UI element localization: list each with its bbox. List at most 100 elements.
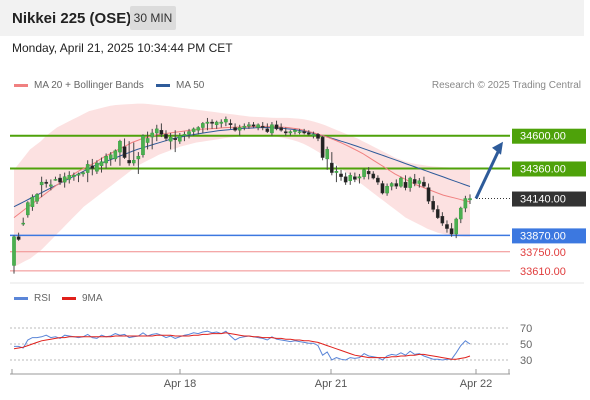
forecast-arrow-head xyxy=(492,141,503,155)
candle-body xyxy=(219,121,224,124)
candle-body xyxy=(458,207,463,220)
ma50-swatch xyxy=(156,83,170,87)
price-tag-34600: 34600.00 xyxy=(520,131,566,143)
candle-body xyxy=(58,177,62,183)
candle-body xyxy=(403,181,408,188)
price-tag-bg-34600 xyxy=(512,128,586,144)
x-tick-label-1: Apr 21 xyxy=(315,378,347,390)
candle-body xyxy=(12,236,16,266)
candle-body xyxy=(228,123,233,125)
candle-body xyxy=(247,124,251,127)
candle-body xyxy=(164,134,168,139)
candle-body xyxy=(362,169,366,177)
candle-body xyxy=(26,202,30,216)
candle-body xyxy=(196,127,201,131)
price-tag-bg-34140 xyxy=(512,191,586,207)
candle-body xyxy=(39,181,44,186)
candle-body xyxy=(53,179,58,181)
candle-body xyxy=(159,130,164,135)
x-tick-label-0: Apr 18 xyxy=(164,378,196,390)
candle-body xyxy=(334,171,339,173)
candle-body xyxy=(141,135,145,156)
instrument-title: Nikkei 225 (OSE) xyxy=(12,10,132,27)
candle-body xyxy=(90,165,95,169)
price-tag-bg-34360 xyxy=(512,161,586,177)
candle-body xyxy=(108,154,113,160)
legend-ma20: MA 20 + Bollinger Bands xyxy=(14,80,144,91)
candle-body xyxy=(136,155,141,160)
candle-body xyxy=(251,124,256,127)
legend-ma50: MA 50 xyxy=(156,80,204,91)
candle-body xyxy=(173,138,178,140)
candle-body xyxy=(104,155,108,164)
candle-body xyxy=(72,175,76,177)
rsi-series-9ma xyxy=(13,332,471,360)
candle-body xyxy=(256,124,260,128)
candle-body xyxy=(380,183,385,194)
candle-body xyxy=(233,127,237,131)
candle-body xyxy=(371,173,376,179)
candle-body xyxy=(210,121,214,124)
candle-body xyxy=(131,160,136,164)
rsi-pane: 70 50 30 xyxy=(10,323,532,367)
candle-body xyxy=(21,222,26,225)
rsi-tick-30: 30 xyxy=(520,355,532,367)
candle-body xyxy=(191,128,196,132)
ma9-label: 9MA xyxy=(82,293,103,304)
candle-body xyxy=(366,171,371,175)
candle-body xyxy=(95,162,99,172)
ma50-line xyxy=(13,126,471,208)
candle-body xyxy=(316,134,320,139)
candle-body xyxy=(463,198,468,209)
candle-body xyxy=(468,198,472,201)
candle-body xyxy=(224,119,228,123)
candle-body xyxy=(440,216,445,224)
candle-body xyxy=(288,131,293,134)
candle-body xyxy=(389,183,394,187)
candle-body xyxy=(49,184,53,187)
ma50-label: MA 50 xyxy=(176,80,205,91)
candle-body xyxy=(178,135,182,142)
candle-body xyxy=(85,164,90,173)
header-bar: Nikkei 225 (OSE) 30 MIN xyxy=(0,0,584,36)
candle-body xyxy=(435,209,440,218)
candle-body xyxy=(30,196,35,207)
candle-body xyxy=(260,125,265,128)
candles xyxy=(12,116,472,274)
ma20-line xyxy=(13,125,471,218)
candle-body xyxy=(237,127,242,131)
candle-body xyxy=(445,224,449,229)
interval-button[interactable]: 30 MIN xyxy=(130,6,176,30)
candle-body xyxy=(306,132,311,135)
rsi-tick-70: 70 xyxy=(520,323,532,335)
rsi-swatch xyxy=(14,296,28,300)
x-axis: Apr 18 Apr 21 Apr 22 xyxy=(11,369,510,390)
candle-body xyxy=(399,177,403,187)
candle-body xyxy=(145,138,150,143)
candle-body xyxy=(118,140,122,153)
candle-body xyxy=(385,186,389,194)
candle-body xyxy=(426,187,431,202)
candle-body xyxy=(274,124,279,130)
candle-body xyxy=(431,201,435,210)
candle-body xyxy=(353,176,357,180)
candle-body xyxy=(201,123,205,128)
x-tick-label-2: Apr 22 xyxy=(460,378,492,390)
candle-body xyxy=(81,172,85,175)
rsi-series-rsi xyxy=(14,330,471,361)
datetime-label: Monday, April 21, 2025 10:34:44 PM CET xyxy=(12,41,233,55)
price-tag-34140: 34140.00 xyxy=(520,194,566,206)
candle-body xyxy=(394,183,399,187)
candle-body xyxy=(348,175,353,181)
candle-body xyxy=(99,161,104,166)
candle-body xyxy=(339,173,343,177)
rsi-tick-50: 50 xyxy=(520,339,532,351)
candle-body xyxy=(302,131,306,134)
candle-body xyxy=(62,176,67,183)
candle-body xyxy=(67,175,72,180)
legend-9ma: 9MA xyxy=(62,293,103,304)
candle-body xyxy=(412,179,417,184)
price-tag-34360: 34360.00 xyxy=(520,163,566,175)
